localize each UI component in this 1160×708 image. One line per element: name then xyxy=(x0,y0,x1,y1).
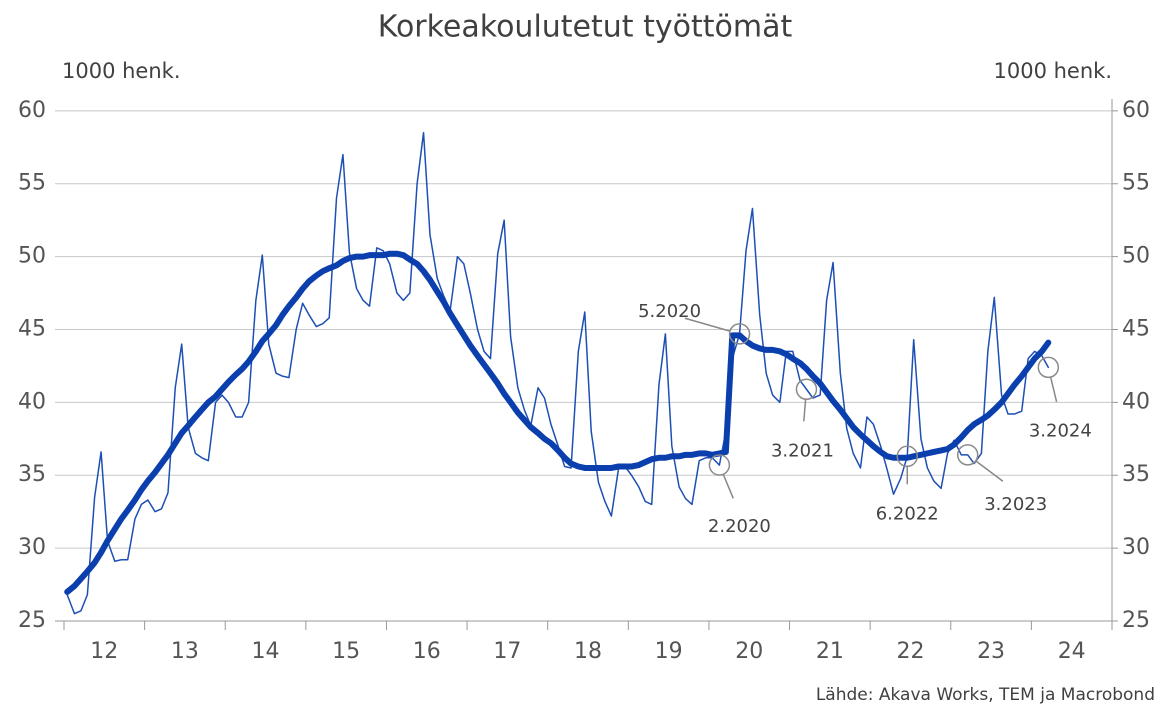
y2-tick-label: 50 xyxy=(1122,244,1150,269)
y2-axis-unit: 1000 henk. xyxy=(994,59,1113,83)
annotation-marker xyxy=(896,445,918,468)
monthly-line xyxy=(66,131,1050,615)
annotation-marker xyxy=(1037,356,1060,379)
x-tick-label: 16 xyxy=(413,639,441,664)
chart-title: Korkeakoulutetut työttömät xyxy=(378,10,793,45)
annotation-leader xyxy=(803,399,807,422)
y-tick-label: 35 xyxy=(18,462,46,487)
annotation-label: 6.2022 xyxy=(876,503,939,524)
x-tick-label: 12 xyxy=(90,639,118,664)
trend-line xyxy=(64,250,1052,595)
x-tick-label: 19 xyxy=(655,639,683,664)
x-tick-label: 17 xyxy=(493,639,521,664)
annotation-marker xyxy=(728,323,751,345)
y2-tick-label: 35 xyxy=(1122,462,1150,487)
annotation-leader xyxy=(1049,376,1058,403)
x-tick-label: 14 xyxy=(252,639,280,664)
annotation-label: 3.2023 xyxy=(984,494,1047,515)
y-tick-label: 60 xyxy=(18,98,46,123)
y-axis-unit: 1000 henk. xyxy=(62,59,181,83)
x-tick-label: 23 xyxy=(977,639,1005,664)
x-tick-label: 13 xyxy=(171,639,199,664)
annotation-label: 2.2020 xyxy=(708,516,771,537)
annotation-leader xyxy=(975,460,1004,482)
annotation-marker xyxy=(708,454,731,476)
x-tick-label: 15 xyxy=(332,639,360,664)
y2-tick-label: 45 xyxy=(1122,316,1150,341)
x-tick-label: 18 xyxy=(574,639,602,664)
annotation-leader xyxy=(684,317,731,332)
y2-tick-label: 40 xyxy=(1122,389,1150,414)
y-tick-label: 55 xyxy=(18,171,46,196)
y-tick-label: 45 xyxy=(18,316,46,341)
annotation-label: 5.2020 xyxy=(638,301,701,322)
y2-tick-label: 60 xyxy=(1122,98,1150,123)
annotation-leader xyxy=(722,473,734,499)
y-tick-label: 25 xyxy=(18,608,46,633)
y2-tick-label: 55 xyxy=(1122,171,1150,196)
source: Lähde: Akava Works, TEM ja Macrobond xyxy=(816,685,1155,705)
annotation-marker xyxy=(795,378,818,401)
x-tick-label: 20 xyxy=(735,639,763,664)
x-tick-label: 22 xyxy=(896,639,924,664)
annotation-label: 3.2024 xyxy=(1029,420,1092,441)
y-tick-label: 30 xyxy=(18,535,46,560)
y-tick-label: 40 xyxy=(18,389,46,414)
y2-tick-label: 30 xyxy=(1122,535,1150,560)
annotation-label: 3.2021 xyxy=(771,440,834,461)
y2-tick-label: 25 xyxy=(1122,608,1150,633)
annotation-marker xyxy=(956,444,979,466)
x-tick-label: 24 xyxy=(1058,639,1086,664)
y-tick-label: 50 xyxy=(18,244,46,269)
x-tick-label: 21 xyxy=(816,639,844,664)
